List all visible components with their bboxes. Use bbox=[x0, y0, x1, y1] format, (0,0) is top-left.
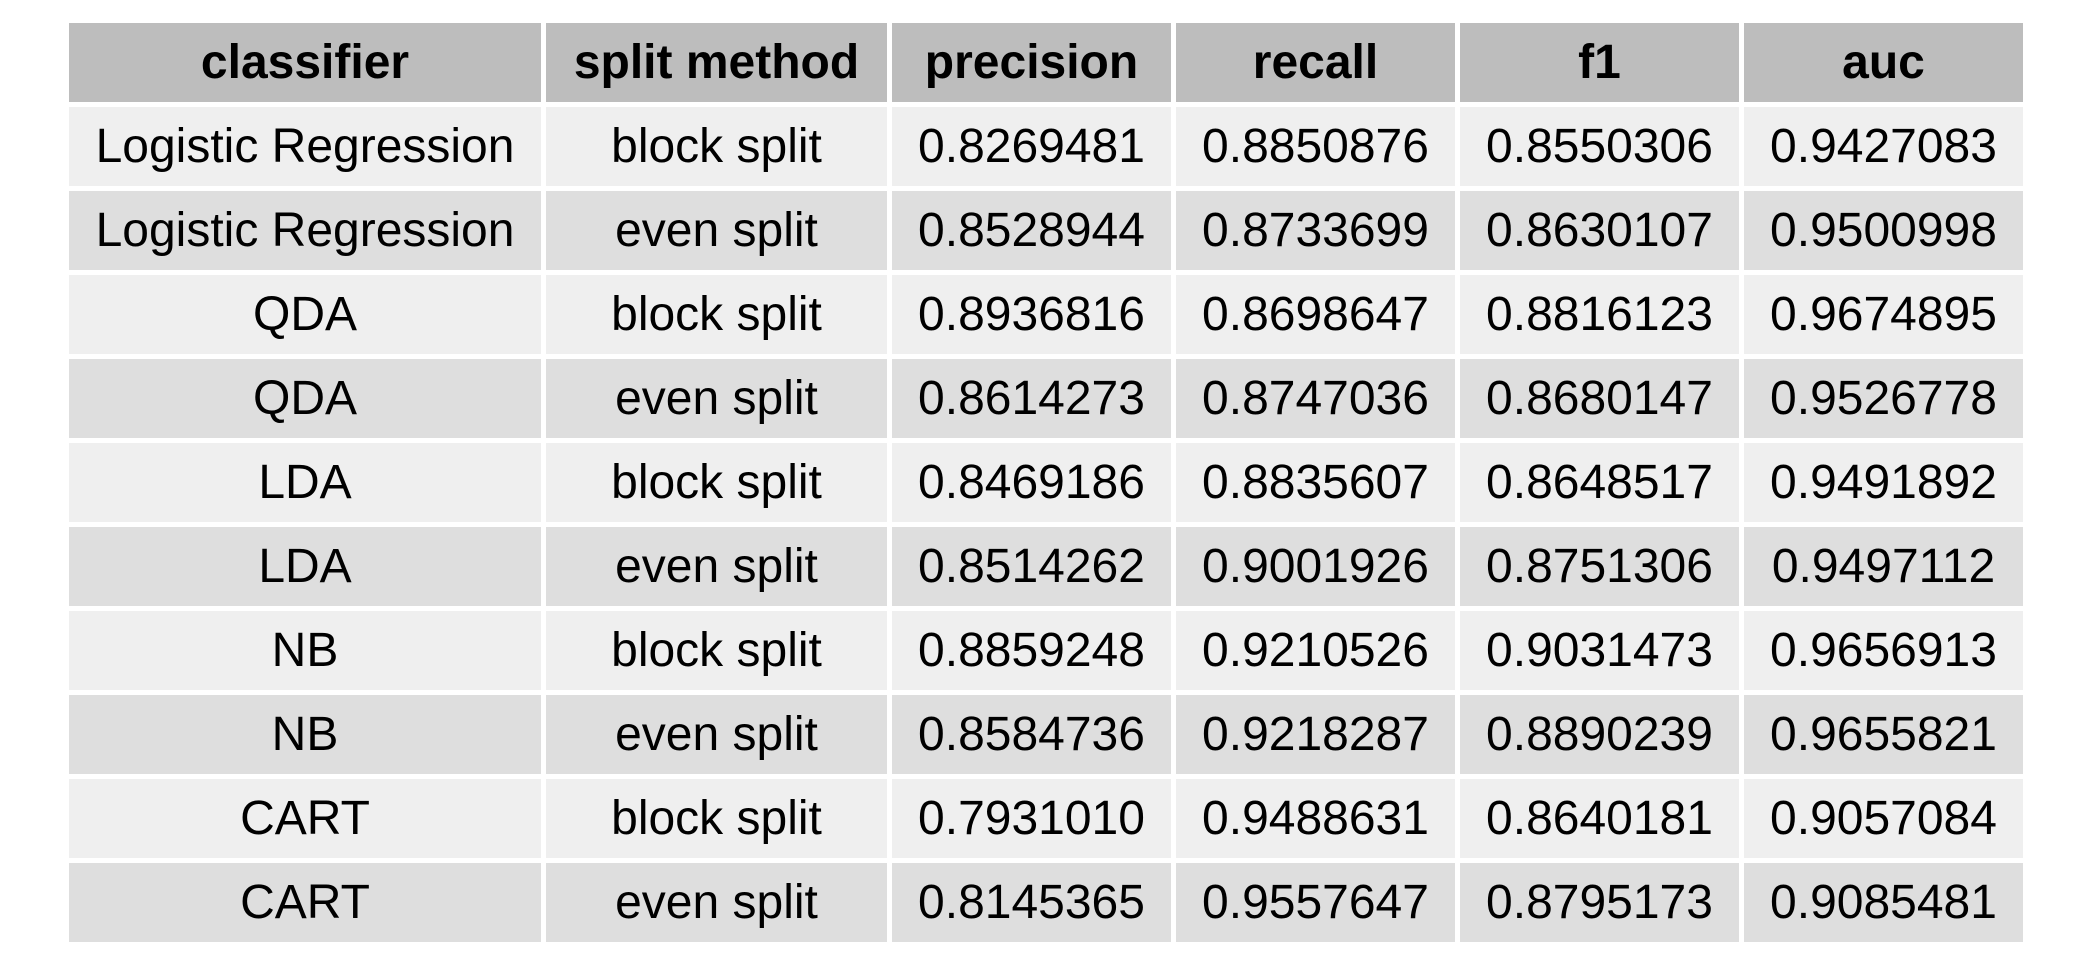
split-method-cell: even split bbox=[546, 863, 887, 942]
f1-cell: 0.8890239 bbox=[1460, 695, 1739, 774]
split-method-cell: block split bbox=[546, 611, 887, 690]
f1-cell: 0.8816123 bbox=[1460, 275, 1739, 354]
f1-cell: 0.8795173 bbox=[1460, 863, 1739, 942]
auc-cell: 0.9491892 bbox=[1744, 443, 2023, 522]
precision-cell: 0.8269481 bbox=[892, 107, 1171, 186]
split-method-cell: block split bbox=[546, 779, 887, 858]
table-row: CART block split 0.7931010 0.9488631 0.86401… bbox=[69, 779, 2023, 858]
column-header-recall: recall bbox=[1176, 23, 1455, 102]
results-table: classifier split method precision recall… bbox=[64, 18, 2028, 947]
precision-cell: 0.8514262 bbox=[892, 527, 1171, 606]
table-row: CART even split 0.8145365 0.9557647 0.879517… bbox=[69, 863, 2023, 942]
split-method-cell: block split bbox=[546, 107, 887, 186]
split-method-cell: even split bbox=[546, 695, 887, 774]
column-header-precision: precision bbox=[892, 23, 1171, 102]
auc-cell: 0.9674895 bbox=[1744, 275, 2023, 354]
split-method-cell: even split bbox=[546, 359, 887, 438]
f1-cell: 0.8751306 bbox=[1460, 527, 1739, 606]
auc-cell: 0.9427083 bbox=[1744, 107, 2023, 186]
table-row: Logistic Regression block split 0.8269481 0… bbox=[69, 107, 2023, 186]
auc-cell: 0.9057084 bbox=[1744, 779, 2023, 858]
header-row: classifier split method precision recall… bbox=[69, 23, 2023, 102]
auc-cell: 0.9526778 bbox=[1744, 359, 2023, 438]
split-method-cell: even split bbox=[546, 527, 887, 606]
recall-cell: 0.9557647 bbox=[1176, 863, 1455, 942]
split-method-cell: block split bbox=[546, 443, 887, 522]
recall-cell: 0.8747036 bbox=[1176, 359, 1455, 438]
table-row: NB block split 0.8859248 0.9210526 0.9031473… bbox=[69, 611, 2023, 690]
f1-cell: 0.8680147 bbox=[1460, 359, 1739, 438]
classifier-cell: QDA bbox=[69, 359, 541, 438]
f1-cell: 0.9031473 bbox=[1460, 611, 1739, 690]
classifier-cell: Logistic Regression bbox=[69, 107, 541, 186]
split-method-cell: even split bbox=[546, 191, 887, 270]
table-row: QDA block split 0.8936816 0.8698647 0.881612… bbox=[69, 275, 2023, 354]
recall-cell: 0.8835607 bbox=[1176, 443, 1455, 522]
recall-cell: 0.9218287 bbox=[1176, 695, 1455, 774]
classifier-cell: NB bbox=[69, 695, 541, 774]
auc-cell: 0.9497112 bbox=[1744, 527, 2023, 606]
auc-cell: 0.9085481 bbox=[1744, 863, 2023, 942]
table-header: classifier split method precision recall… bbox=[69, 23, 2023, 102]
table-row: LDA even split 0.8514262 0.9001926 0.8751306… bbox=[69, 527, 2023, 606]
precision-cell: 0.8859248 bbox=[892, 611, 1171, 690]
f1-cell: 0.8630107 bbox=[1460, 191, 1739, 270]
recall-cell: 0.9001926 bbox=[1176, 527, 1455, 606]
classifier-cell: CART bbox=[69, 779, 541, 858]
recall-cell: 0.8733699 bbox=[1176, 191, 1455, 270]
table-row: LDA block split 0.8469186 0.8835607 0.864851… bbox=[69, 443, 2023, 522]
precision-cell: 0.8584736 bbox=[892, 695, 1171, 774]
table-body: Logistic Regression block split 0.8269481 0… bbox=[69, 107, 2023, 942]
auc-cell: 0.9655821 bbox=[1744, 695, 2023, 774]
classifier-cell: NB bbox=[69, 611, 541, 690]
precision-cell: 0.8528944 bbox=[892, 191, 1171, 270]
split-method-cell: block split bbox=[546, 275, 887, 354]
auc-cell: 0.9656913 bbox=[1744, 611, 2023, 690]
recall-cell: 0.8850876 bbox=[1176, 107, 1455, 186]
precision-cell: 0.8145365 bbox=[892, 863, 1171, 942]
f1-cell: 0.8640181 bbox=[1460, 779, 1739, 858]
classifier-cell: LDA bbox=[69, 527, 541, 606]
table-row: NB even split 0.8584736 0.9218287 0.8890239 0… bbox=[69, 695, 2023, 774]
column-header-auc: auc bbox=[1744, 23, 2023, 102]
column-header-classifier: classifier bbox=[69, 23, 541, 102]
table-row: QDA even split 0.8614273 0.8747036 0.8680147… bbox=[69, 359, 2023, 438]
recall-cell: 0.9488631 bbox=[1176, 779, 1455, 858]
precision-cell: 0.8469186 bbox=[892, 443, 1171, 522]
column-header-split-method: split method bbox=[546, 23, 887, 102]
f1-cell: 0.8648517 bbox=[1460, 443, 1739, 522]
classifier-cell: CART bbox=[69, 863, 541, 942]
precision-cell: 0.8614273 bbox=[892, 359, 1171, 438]
recall-cell: 0.8698647 bbox=[1176, 275, 1455, 354]
column-header-f1: f1 bbox=[1460, 23, 1739, 102]
recall-cell: 0.9210526 bbox=[1176, 611, 1455, 690]
classifier-cell: QDA bbox=[69, 275, 541, 354]
f1-cell: 0.8550306 bbox=[1460, 107, 1739, 186]
classifier-cell: Logistic Regression bbox=[69, 191, 541, 270]
precision-cell: 0.7931010 bbox=[892, 779, 1171, 858]
classifier-cell: LDA bbox=[69, 443, 541, 522]
table-row: Logistic Regression even split 0.8528944 0.… bbox=[69, 191, 2023, 270]
auc-cell: 0.9500998 bbox=[1744, 191, 2023, 270]
precision-cell: 0.8936816 bbox=[892, 275, 1171, 354]
